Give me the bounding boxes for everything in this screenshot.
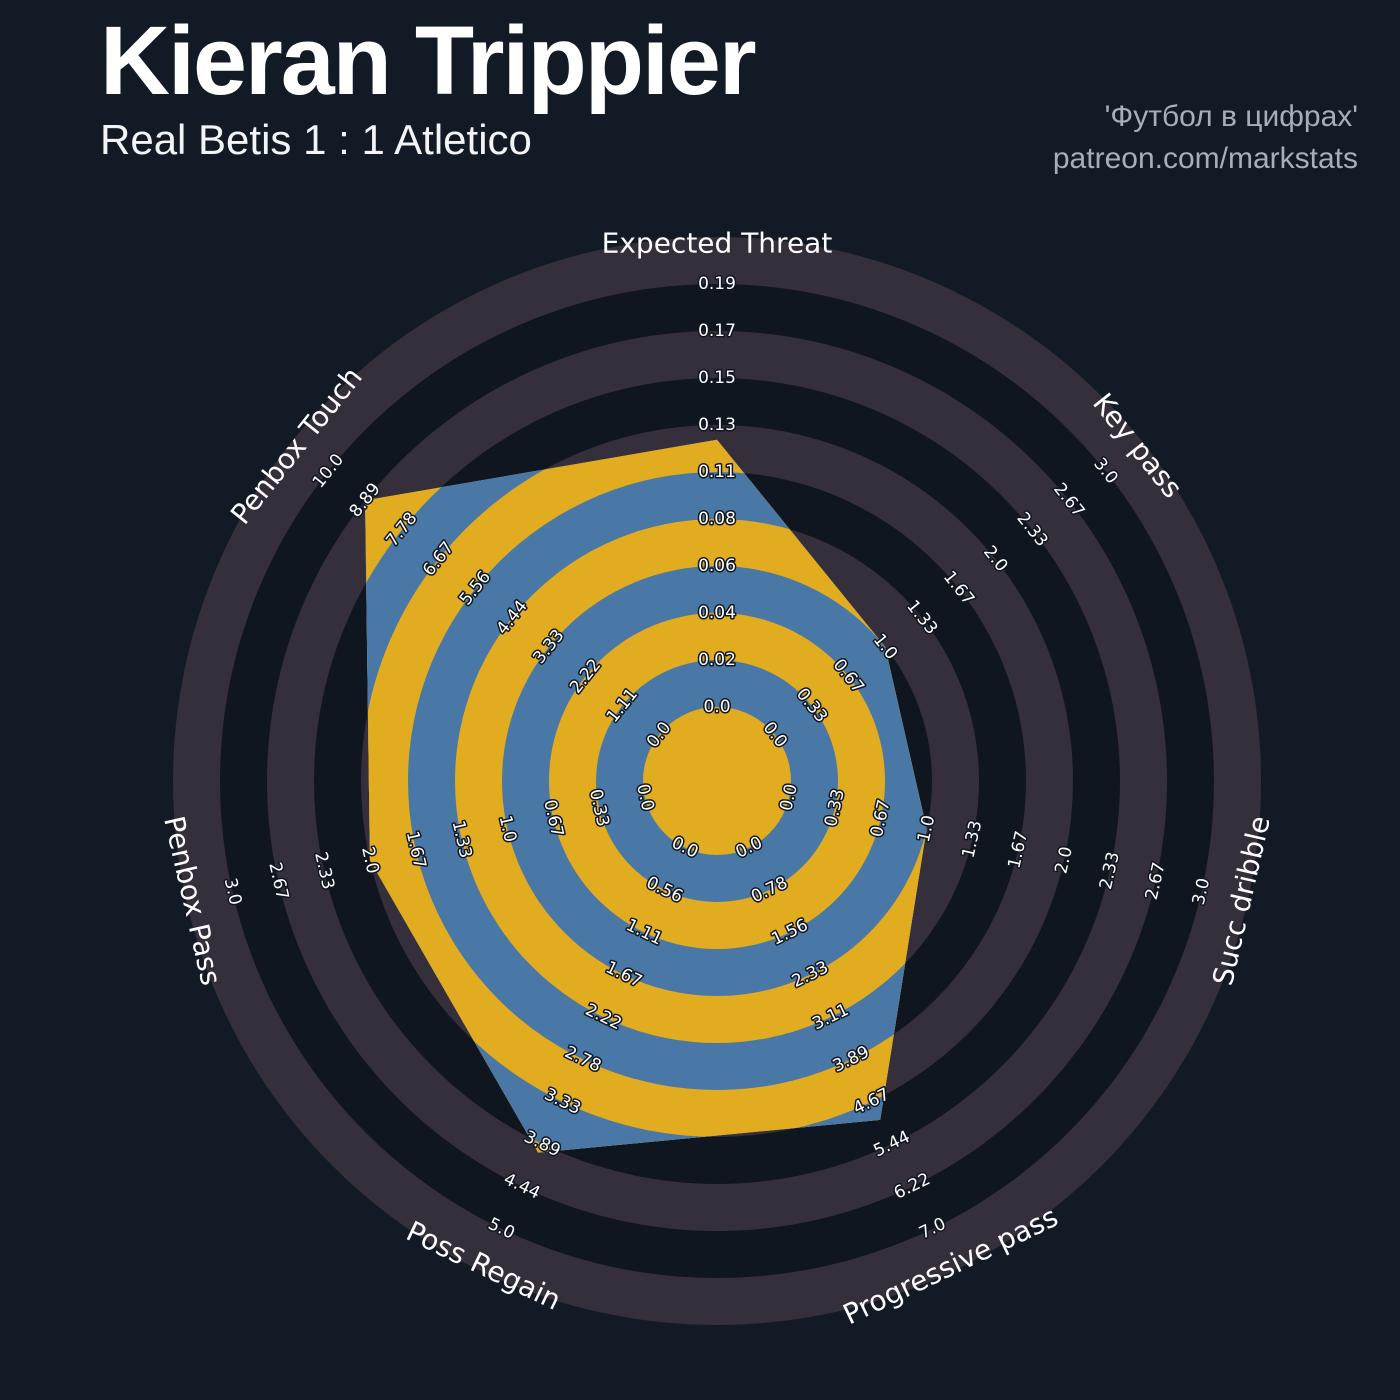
tick-label: 0.0 [703, 697, 730, 717]
page-title: Kieran Trippier [100, 6, 757, 115]
chart-header: Kieran Trippier Real Betis 1 : 1 Atletic… [100, 6, 757, 164]
radar-ring [643, 707, 791, 855]
match-score-subtitle: Real Betis 1 : 1 Atletico [100, 115, 532, 163]
tick-label: 0.02 [698, 650, 736, 670]
tick-label: 0.13 [698, 415, 736, 435]
tick-label: 0.15 [698, 368, 736, 388]
tick-label: 3.0 [220, 876, 246, 907]
tick-label: 1.0 [914, 813, 940, 844]
watermark-url: patreon.com/markstats [1052, 142, 1358, 175]
tick-label: 0.11 [698, 462, 736, 482]
tick-label: 0.08 [698, 509, 736, 529]
tick-label: 0.17 [698, 321, 736, 341]
radar-polygon-rings [365, 439, 927, 1153]
tick-label: 0.06 [698, 556, 736, 576]
watermark: 'Футбол в цифрах' patreon.com/markstats [1053, 96, 1358, 180]
watermark-brand: 'Футбол в цифрах' [1104, 100, 1358, 133]
axis-title: Expected Threat [602, 227, 833, 260]
tick-label: 0.19 [698, 274, 736, 294]
tick-label: 0.04 [698, 603, 736, 623]
